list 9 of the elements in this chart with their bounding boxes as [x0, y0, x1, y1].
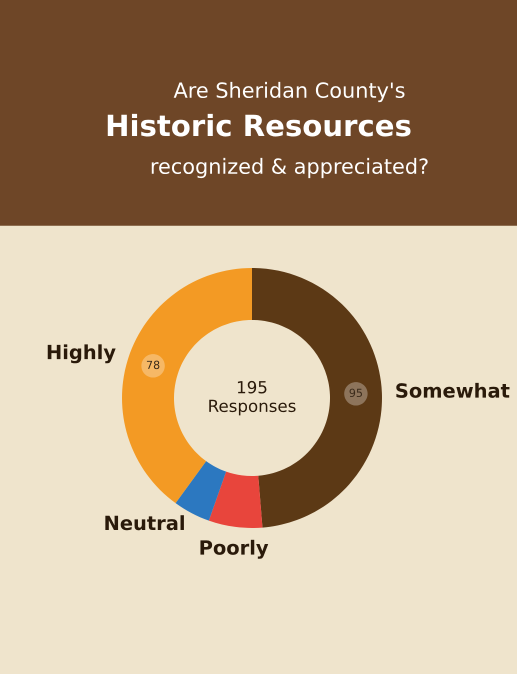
slice-label: Poorly: [200, 540, 268, 559]
slice-label: Somewhat: [396, 382, 510, 398]
text: 195 Responses: [209, 380, 296, 416]
data-label: 95: [350, 388, 362, 398]
data-label: 78: [146, 360, 160, 370]
slice-label: Neutral: [105, 515, 184, 530]
chart-title: Are Sheridan County's Historic Resources recognized & appreciated?: [108, 82, 428, 178]
donut-slice: [208, 472, 262, 528]
slice-label: Highly: [48, 344, 116, 364]
